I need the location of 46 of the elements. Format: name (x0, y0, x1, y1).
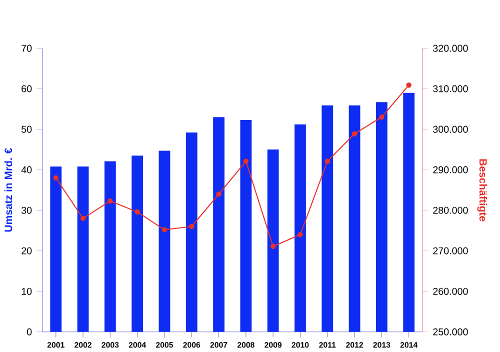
y-tick-label: 70 (22, 44, 32, 52)
bar (376, 102, 388, 332)
y2-tick-label: 310.000 (433, 85, 468, 92)
point (80, 216, 86, 222)
bar (158, 150, 170, 332)
y2-tick-label: 250.000 (433, 328, 468, 336)
point (216, 191, 222, 197)
point (406, 82, 412, 88)
y-tick-label: 10 (22, 288, 32, 295)
y2-tick-label: 260.000 (433, 288, 468, 295)
bar (240, 120, 252, 332)
point (108, 198, 113, 204)
y2-axis-title: Beschäftigte (477, 159, 488, 222)
y-axis-title: Umsatz in Mrd. € (4, 148, 12, 232)
point (53, 175, 59, 180)
y-tick-label: 50 (22, 126, 32, 133)
bar (267, 150, 279, 332)
bar (186, 132, 198, 332)
bar (403, 92, 415, 332)
point (352, 131, 358, 136)
point (243, 158, 249, 164)
bar (294, 124, 306, 332)
y-tick-label: 0 (26, 328, 32, 336)
bar (348, 105, 360, 332)
y2-tick-label: 290.000 (433, 166, 468, 174)
y-tick-label: 60 (22, 85, 32, 92)
bar (213, 117, 224, 332)
bar (104, 161, 116, 332)
point (298, 232, 303, 238)
point (189, 224, 194, 230)
point (324, 158, 330, 164)
y-tick-label: 20 (22, 247, 32, 254)
bar (322, 105, 334, 332)
point (162, 227, 168, 232)
bar (77, 166, 89, 332)
y2-tick-label: 270.000 (433, 247, 468, 254)
y-tick-label: 40 (21, 166, 32, 174)
y-tick-label: 30 (21, 206, 32, 214)
bar (132, 156, 144, 332)
bar (50, 166, 62, 332)
y2-tick-label: 280.000 (433, 206, 468, 214)
y2-tick-label: 300.000 (433, 126, 468, 133)
y2-tick-label: 320.000 (433, 44, 468, 52)
point (270, 244, 276, 249)
point (379, 114, 384, 120)
point (134, 209, 140, 215)
